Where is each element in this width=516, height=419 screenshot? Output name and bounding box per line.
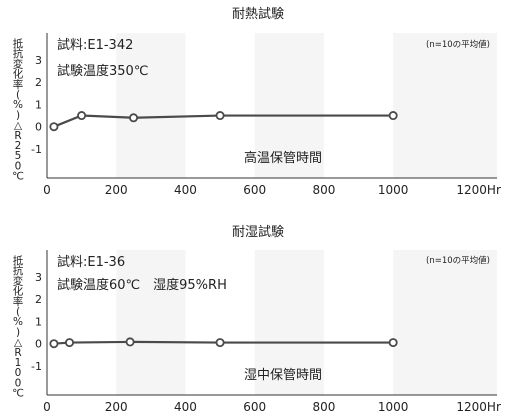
y-axis-label-char: ( bbox=[16, 306, 20, 318]
y-tick-label: 2 bbox=[35, 293, 42, 306]
x-tick-label: 600 bbox=[243, 400, 266, 414]
y-axis-label-char: 率 bbox=[13, 295, 24, 308]
y-tick-labels: 3 2 1 0 -1 bbox=[31, 271, 42, 373]
data-point bbox=[125, 337, 135, 347]
grid-band bbox=[185, 33, 255, 178]
y-axis-label-char: 0 bbox=[15, 367, 22, 379]
series-label: 高温保管時間 bbox=[244, 150, 322, 166]
data-point bbox=[49, 122, 59, 132]
y-axis-label-char: ℃ bbox=[12, 171, 24, 183]
data-point bbox=[129, 113, 139, 123]
x-tick-label: 1200Hr bbox=[456, 183, 501, 197]
x-tick-label: 200 bbox=[105, 183, 128, 197]
x-tick-label: 200 bbox=[105, 400, 128, 414]
axis-ticks: 3 2 1 0 -1 0 200 400 600 800 1000 1200Hr bbox=[31, 54, 501, 197]
y-axis-label-char: 0 bbox=[15, 377, 22, 389]
x-tick-label: 1200Hr bbox=[456, 400, 501, 414]
data-point bbox=[215, 111, 225, 121]
x-tick-label: 800 bbox=[312, 400, 335, 414]
y-axis-label-char: R bbox=[14, 347, 21, 359]
average-note: (n=10の平均値) bbox=[426, 39, 490, 50]
y-axis-label-char: 5 bbox=[15, 150, 22, 162]
y-tick-label: 2 bbox=[35, 76, 42, 89]
data-point bbox=[77, 111, 87, 121]
y-axis-label-char: 率 bbox=[13, 78, 24, 91]
y-axis-label-char: 化 bbox=[13, 285, 24, 298]
y-axis-label-char: 化 bbox=[13, 68, 24, 81]
grid-band bbox=[323, 250, 394, 395]
x-tick-labels: 0 200 400 600 800 1000 1200Hr bbox=[43, 400, 501, 414]
y-axis-label-char: ℃ bbox=[12, 388, 24, 400]
plot-background bbox=[47, 250, 497, 395]
y-tick-label: 3 bbox=[35, 54, 42, 67]
y-axis-label-char: 抗 bbox=[13, 264, 24, 277]
data-point bbox=[49, 339, 59, 349]
y-axis-label-char: 抵 bbox=[13, 254, 24, 267]
grid-band bbox=[323, 33, 394, 178]
data-point bbox=[388, 111, 398, 121]
plot-area bbox=[47, 250, 497, 395]
humidity-test-title: 耐湿試験 bbox=[232, 224, 284, 240]
y-axis-label-char: 抗 bbox=[13, 47, 24, 60]
x-tick-label: 400 bbox=[174, 183, 197, 197]
y-tick-label: 3 bbox=[35, 271, 42, 284]
x-tick-label: 0 bbox=[43, 183, 51, 197]
y-axis-label-char: 変 bbox=[13, 57, 24, 70]
heat-test-title: 耐熱試験 bbox=[232, 6, 284, 22]
axis-ticks: 3 2 1 0 -1 0 200 400 600 800 1000 1200Hr bbox=[31, 271, 501, 414]
sample-label: 試料:E1-342 bbox=[57, 37, 133, 53]
y-axis-label-char: R bbox=[14, 130, 21, 142]
y-axis-label-char: 変 bbox=[13, 274, 24, 287]
data-markers bbox=[49, 337, 398, 349]
y-axis-label-char: △ bbox=[14, 337, 23, 349]
x-tick-labels: 0 200 400 600 800 1000 1200Hr bbox=[43, 183, 501, 197]
y-tick-label: 0 bbox=[35, 121, 42, 134]
y-tick-label: 1 bbox=[35, 315, 42, 328]
y-tick-label: -1 bbox=[31, 143, 42, 156]
y-axis-label-char: % bbox=[13, 316, 23, 328]
condition-label: 試験温度60℃ 湿度95%RH bbox=[57, 277, 227, 293]
y-axis-label-char: 0 bbox=[15, 160, 22, 172]
x-tick-label: 600 bbox=[243, 183, 266, 197]
plot-background bbox=[47, 33, 497, 178]
y-axis-label-char: △ bbox=[14, 120, 23, 132]
sample-label: 試料:E1-36 bbox=[57, 254, 125, 270]
data-point bbox=[65, 338, 75, 348]
grid-band bbox=[47, 250, 117, 395]
y-axis-label-char: 抵 bbox=[13, 37, 24, 50]
y-tick-label: 1 bbox=[35, 98, 42, 111]
y-tick-labels: 3 2 1 0 -1 bbox=[31, 54, 42, 156]
x-tick-label: 800 bbox=[312, 183, 335, 197]
data-markers bbox=[49, 111, 398, 132]
x-tick-label: 400 bbox=[174, 400, 197, 414]
data-point bbox=[388, 338, 398, 348]
y-axis-label-char: 1 bbox=[15, 357, 22, 369]
data-point bbox=[215, 338, 225, 348]
x-tick-label: 1000 bbox=[378, 400, 409, 414]
y-axis-label-char: ) bbox=[16, 326, 20, 338]
average-note: (n=10の平均値) bbox=[426, 255, 490, 266]
y-axis-label-char: ) bbox=[16, 109, 20, 121]
y-tick-label: -1 bbox=[31, 360, 42, 373]
grid-band bbox=[47, 33, 117, 178]
y-tick-label: 0 bbox=[35, 338, 42, 351]
grid-band bbox=[185, 250, 255, 395]
y-axis-label-char: % bbox=[13, 99, 23, 111]
series-label: 湿中保管時間 bbox=[244, 368, 322, 383]
x-tick-label: 0 bbox=[43, 400, 51, 414]
condition-label: 試験温度350℃ bbox=[57, 63, 148, 79]
plot-area bbox=[47, 33, 497, 178]
y-axis-label-char: 2 bbox=[15, 140, 22, 152]
y-axis-label-char: ( bbox=[16, 89, 20, 101]
x-tick-label: 1000 bbox=[378, 183, 409, 197]
